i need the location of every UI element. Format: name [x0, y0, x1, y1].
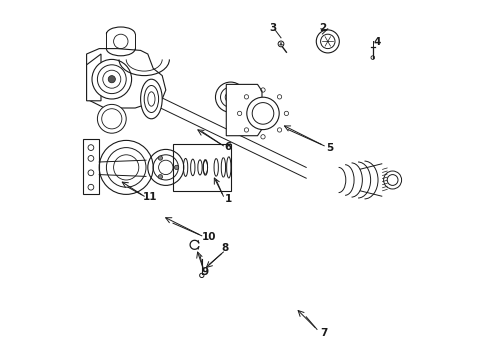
- Circle shape: [174, 165, 179, 170]
- Polygon shape: [87, 54, 101, 101]
- Circle shape: [98, 104, 126, 133]
- Text: 6: 6: [224, 142, 232, 152]
- Circle shape: [278, 41, 284, 47]
- Circle shape: [247, 97, 279, 130]
- Text: 4: 4: [374, 37, 381, 48]
- Text: 9: 9: [202, 267, 209, 277]
- Text: 1: 1: [225, 194, 232, 204]
- Text: 8: 8: [221, 243, 229, 253]
- Bar: [83, 139, 99, 194]
- Ellipse shape: [141, 79, 162, 119]
- Bar: [173, 144, 231, 191]
- Polygon shape: [87, 49, 166, 108]
- Circle shape: [158, 175, 163, 179]
- Circle shape: [158, 156, 163, 160]
- Circle shape: [216, 82, 245, 112]
- Text: 5: 5: [326, 143, 333, 153]
- Circle shape: [316, 30, 339, 53]
- Text: 7: 7: [320, 328, 328, 338]
- Circle shape: [92, 59, 132, 99]
- Polygon shape: [226, 84, 262, 136]
- Text: 2: 2: [319, 23, 326, 33]
- Text: 11: 11: [143, 192, 157, 202]
- Text: 3: 3: [270, 23, 277, 33]
- Text: 10: 10: [202, 232, 216, 242]
- Circle shape: [108, 76, 116, 83]
